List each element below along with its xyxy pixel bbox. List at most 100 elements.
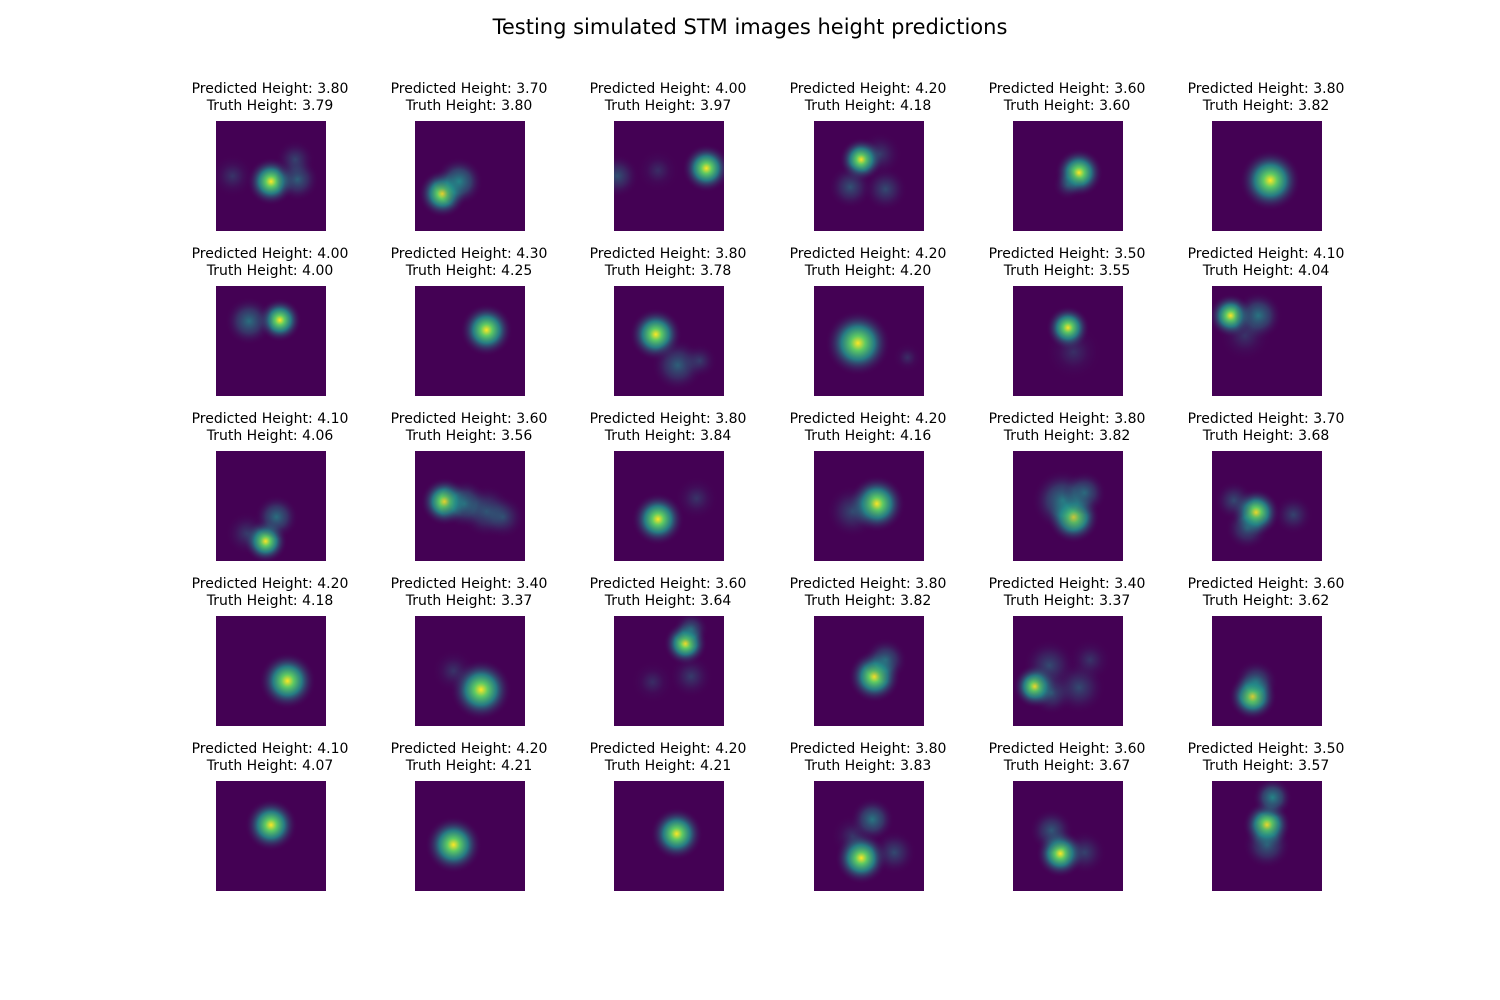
stm-image	[216, 451, 326, 561]
predicted-height-label: Predicted Height: 3.80	[589, 411, 747, 427]
truth-height-label: Truth Height: 4.00	[206, 263, 334, 279]
predicted-height-label: Predicted Height: 3.80	[589, 246, 747, 262]
intensity-blob	[636, 148, 680, 193]
truth-height-label: Truth Height: 4.21	[604, 758, 732, 774]
intensity-blob	[863, 167, 908, 212]
predicted-height-label: Predicted Height: 4.00	[191, 246, 349, 262]
predicted-height-label: Predicted Height: 4.20	[191, 576, 349, 592]
intensity-blob	[830, 814, 875, 858]
truth-height-label: Truth Height: 3.64	[604, 593, 732, 609]
stm-image	[1013, 121, 1123, 231]
stm-image	[614, 451, 724, 561]
stm-panel: Predicted Height: 3.40 Truth Height: 3.37	[967, 576, 1167, 726]
truth-height-label: Truth Height: 4.07	[206, 758, 334, 774]
truth-height-label: Truth Height: 3.67	[1003, 758, 1131, 774]
stm-panel: Predicted Height: 3.60 Truth Height: 3.67	[967, 741, 1167, 891]
predicted-height-label: Predicted Height: 3.40	[988, 576, 1146, 592]
intensity-blob	[1273, 495, 1314, 535]
stm-panel: Predicted Height: 3.80 Truth Height: 3.82	[1166, 81, 1366, 231]
truth-height-label: Truth Height: 3.82	[804, 593, 932, 609]
stm-image	[814, 616, 924, 726]
stm-panel: Predicted Height: 4.20 Truth Height: 4.18	[170, 576, 370, 726]
stm-panel: Predicted Height: 4.10 Truth Height: 4.07	[170, 741, 370, 891]
stm-panel: Predicted Height: 3.70 Truth Height: 3.68	[1166, 411, 1366, 561]
stm-image	[415, 451, 525, 561]
intensity-blob	[1068, 638, 1112, 682]
stm-image	[614, 781, 724, 891]
predicted-height-label: Predicted Height: 3.60	[988, 741, 1146, 757]
stm-image	[1212, 121, 1322, 231]
intensity-blob	[650, 807, 704, 861]
intensity-blob	[674, 476, 719, 521]
stm-panel: Predicted Height: 4.20 Truth Height: 4.18	[768, 81, 968, 231]
intensity-blob	[1044, 323, 1103, 381]
stm-image	[814, 286, 924, 396]
intensity-blob	[258, 652, 317, 710]
stm-panel: Predicted Height: 4.10 Truth Height: 4.04	[1166, 246, 1366, 396]
predicted-height-label: Predicted Height: 4.20	[789, 411, 947, 427]
truth-height-label: Truth Height: 3.82	[1003, 428, 1131, 444]
stm-panel: Predicted Height: 3.50 Truth Height: 3.55	[967, 246, 1167, 396]
intensity-blob	[1062, 470, 1107, 515]
predicted-height-label: Predicted Height: 3.80	[789, 576, 947, 592]
truth-height-label: Truth Height: 4.04	[1202, 263, 1330, 279]
predicted-height-label: Predicted Height: 3.60	[589, 576, 747, 592]
intensity-blob	[224, 297, 274, 346]
predicted-height-label: Predicted Height: 3.60	[390, 411, 548, 427]
truth-height-label: Truth Height: 3.97	[604, 98, 732, 114]
stm-panel: Predicted Height: 3.80 Truth Height: 3.83	[768, 741, 968, 891]
stm-panel: Predicted Height: 3.80 Truth Height: 3.82	[768, 576, 968, 726]
stm-image	[1013, 616, 1123, 726]
stm-image	[814, 121, 924, 231]
stm-image	[415, 286, 525, 396]
predicted-height-label: Predicted Height: 3.80	[789, 741, 947, 757]
stm-panel: Predicted Height: 4.00 Truth Height: 4.00	[170, 246, 370, 396]
intensity-blob	[481, 495, 525, 539]
predicted-height-label: Predicted Height: 4.30	[390, 246, 548, 262]
predicted-height-label: Predicted Height: 4.00	[589, 81, 747, 97]
stm-image	[1013, 286, 1123, 396]
truth-height-label: Truth Height: 3.37	[405, 593, 533, 609]
predicted-height-label: Predicted Height: 3.50	[1187, 741, 1345, 757]
intensity-blob	[1029, 808, 1074, 853]
intensity-blob	[631, 492, 685, 546]
intensity-blob	[682, 144, 724, 193]
truth-height-label: Truth Height: 3.78	[604, 263, 732, 279]
stm-panel: Predicted Height: 4.10 Truth Height: 4.06	[170, 411, 370, 561]
intensity-blob	[1252, 781, 1293, 818]
predicted-height-label: Predicted Height: 4.10	[1187, 246, 1345, 262]
intensity-blob	[892, 342, 923, 373]
intensity-blob	[1218, 309, 1272, 362]
truth-height-label: Truth Height: 4.25	[405, 263, 533, 279]
predicted-height-label: Predicted Height: 3.80	[191, 81, 349, 97]
truth-height-label: Truth Height: 4.18	[804, 98, 932, 114]
stm-image	[614, 121, 724, 231]
truth-height-label: Truth Height: 3.83	[804, 758, 932, 774]
stm-image	[614, 616, 724, 726]
stm-panel: Predicted Height: 3.80 Truth Height: 3.78	[568, 246, 768, 396]
stm-image	[614, 286, 724, 396]
intensity-blob	[826, 485, 879, 538]
stm-panel: Predicted Height: 3.70 Truth Height: 3.80	[369, 81, 569, 231]
stm-image	[814, 781, 924, 891]
truth-height-label: Truth Height: 3.56	[405, 428, 533, 444]
stm-image	[1013, 781, 1123, 891]
intensity-blob	[1062, 830, 1107, 875]
intensity-blob	[460, 303, 513, 357]
truth-height-label: Truth Height: 3.79	[206, 98, 334, 114]
truth-height-label: Truth Height: 3.62	[1202, 593, 1330, 609]
truth-height-label: Truth Height: 3.60	[1003, 98, 1131, 114]
predicted-height-label: Predicted Height: 4.20	[589, 741, 747, 757]
intensity-blob	[1052, 169, 1084, 201]
intensity-blob	[224, 511, 269, 556]
stm-panel: Predicted Height: 4.20 Truth Height: 4.16	[768, 411, 968, 561]
intensity-blob	[614, 154, 640, 198]
predicted-height-label: Predicted Height: 3.80	[988, 411, 1146, 427]
intensity-blob	[275, 139, 315, 180]
truth-height-label: Truth Height: 3.84	[604, 428, 732, 444]
intensity-blob	[216, 154, 255, 198]
stm-panel: Predicted Height: 3.50 Truth Height: 3.57	[1166, 741, 1366, 891]
predicted-height-label: Predicted Height: 4.20	[789, 246, 947, 262]
stm-panel: Predicted Height: 3.60 Truth Height: 3.62	[1166, 576, 1366, 726]
stm-image	[1212, 616, 1322, 726]
